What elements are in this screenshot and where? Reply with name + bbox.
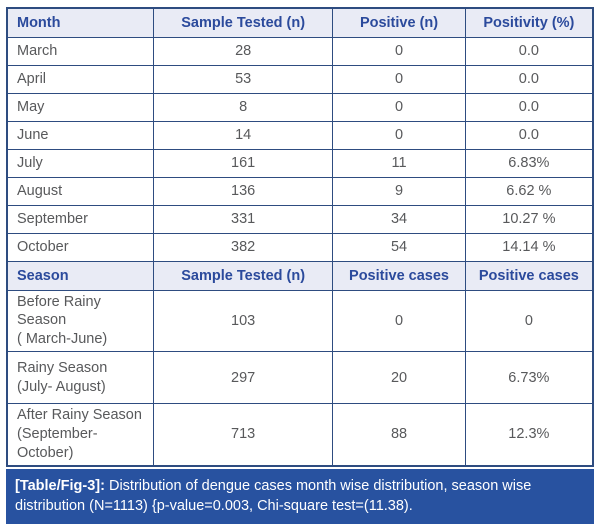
table-cell: September xyxy=(6,204,154,234)
table-cell: August xyxy=(6,176,154,206)
table-cell: 28 xyxy=(152,36,334,66)
table-cell: 11 xyxy=(332,148,466,178)
table-cell: 10.27 % xyxy=(464,204,594,234)
table-cell: 8 xyxy=(152,92,334,122)
month-header-cell: Month xyxy=(6,7,154,38)
positive-header-cell: Positive (n) xyxy=(332,7,466,38)
table-cell: 103 xyxy=(152,289,334,353)
table-cell: 136 xyxy=(152,176,334,206)
table-cell: 0.0 xyxy=(464,92,594,122)
table-cell: 53 xyxy=(152,64,334,94)
month-rows: March 28 0 0.0 April 53 0 0.0 May 8 0 0.0 June 14 0 0.0… xyxy=(6,36,594,262)
table-cell: April xyxy=(6,64,154,94)
table-row: Before Rainy Season ( March-June) 103 0 0 xyxy=(6,289,594,353)
table-cell: 12.3% xyxy=(464,403,594,467)
table-row: After Rainy Season (September- October) 7… xyxy=(6,403,594,467)
table-cell: Rainy Season (July- August) xyxy=(6,351,154,405)
season-positive-cases2-header-cell: Positive cases xyxy=(464,260,594,291)
table-row: July 161 11 6.83% xyxy=(6,148,594,178)
season-header-cell: Season xyxy=(6,260,154,291)
table-cell: 382 xyxy=(152,232,334,262)
table-cell: 0 xyxy=(332,92,466,122)
table-cell: 161 xyxy=(152,148,334,178)
month-header-row: Month Sample Tested (n) Positive (n) Pos… xyxy=(6,7,594,38)
table-cell: July xyxy=(6,148,154,178)
table-cell: 331 xyxy=(152,204,334,234)
table-cell: 54 xyxy=(332,232,466,262)
table-cell: 34 xyxy=(332,204,466,234)
table-cell: 0 xyxy=(332,289,466,353)
table-cell: 14.14 % xyxy=(464,232,594,262)
table-cell: 713 xyxy=(152,403,334,467)
table-row: May 8 0 0.0 xyxy=(6,92,594,122)
table-cell: 14 xyxy=(152,120,334,150)
positivity-header-cell: Positivity (%) xyxy=(464,7,594,38)
table-cell: 9 xyxy=(332,176,466,206)
table-cell: 0.0 xyxy=(464,120,594,150)
sample-tested-header-cell: Sample Tested (n) xyxy=(152,7,334,38)
table-cell: 88 xyxy=(332,403,466,467)
caption-text: Distribution of dengue cases month wise … xyxy=(15,477,532,514)
table-row: June 14 0 0.0 xyxy=(6,120,594,150)
table-row: March 28 0 0.0 xyxy=(6,36,594,66)
table-row: October 382 54 14.14 % xyxy=(6,232,594,262)
table-row: September 331 34 10.27 % xyxy=(6,204,594,234)
dengue-distribution-table: Month Sample Tested (n) Positive (n) Pos… xyxy=(6,7,594,467)
table-cell: 0.0 xyxy=(464,36,594,66)
season-positive-cases-header-cell: Positive cases xyxy=(332,260,466,291)
table-cell: 20 xyxy=(332,351,466,405)
table-cell: 6.83% xyxy=(464,148,594,178)
caption-label: [Table/Fig-3]: xyxy=(15,477,105,494)
table-cell: After Rainy Season (September- October) xyxy=(6,403,154,467)
table-cell: Before Rainy Season ( March-June) xyxy=(6,289,154,353)
table-cell: 0.0 xyxy=(464,64,594,94)
table-cell: May xyxy=(6,92,154,122)
table-cell: 6.73% xyxy=(464,351,594,405)
table-row: August 136 9 6.62 % xyxy=(6,176,594,206)
table-cell: 0 xyxy=(332,36,466,66)
table-cell: June xyxy=(6,120,154,150)
table-row: Rainy Season (July- August) 297 20 6.73% xyxy=(6,351,594,405)
table-cell: 0 xyxy=(464,289,594,353)
season-header-row: Season Sample Tested (n) Positive cases … xyxy=(6,260,594,291)
table-cell: March xyxy=(6,36,154,66)
table-cell: October xyxy=(6,232,154,262)
season-rows: Before Rainy Season ( March-June) 103 0 0 Ra… xyxy=(6,289,594,467)
season-sample-tested-header-cell: Sample Tested (n) xyxy=(152,260,334,291)
table-cell: 0 xyxy=(332,120,466,150)
table-row: April 53 0 0.0 xyxy=(6,64,594,94)
table-cell: 297 xyxy=(152,351,334,405)
table-cell: 0 xyxy=(332,64,466,94)
table-cell: 6.62 % xyxy=(464,176,594,206)
table-caption: [Table/Fig-3]: Distribution of dengue ca… xyxy=(6,468,594,524)
